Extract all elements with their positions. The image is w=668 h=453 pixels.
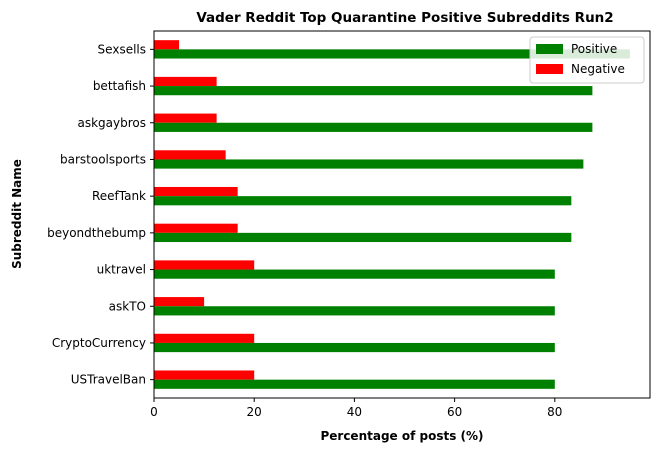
- y-tick-label: uktravel: [97, 263, 146, 277]
- y-tick-label: bettafish: [93, 79, 146, 93]
- legend-swatch-negative: [536, 64, 563, 74]
- y-tick-label: barstoolsports: [60, 152, 146, 166]
- bar-negative-beyondthebump: [154, 223, 238, 233]
- y-tick-label: beyondthebump: [47, 226, 146, 240]
- x-tick-label: 40: [347, 405, 362, 419]
- legend-swatch-positive: [536, 44, 563, 54]
- y-axis-ticks: USTravelBan CryptoCurrency askTO uktravel be…: [47, 42, 154, 387]
- bar-negative-uktravel: [154, 260, 255, 270]
- bar-positive-CryptoCurrency: [154, 342, 555, 353]
- x-tick-label: 80: [547, 405, 562, 419]
- bar-positive-USTravelBan: [154, 379, 555, 389]
- x-tick-label: 60: [447, 405, 462, 419]
- bar-positive-Sexsells: [154, 49, 630, 59]
- legend-label-positive: Positive: [571, 42, 617, 56]
- bar-negative-bettafish: [154, 76, 217, 87]
- bar-positive-ReefTank: [154, 196, 572, 206]
- y-tick-label: askgaybros: [77, 116, 146, 130]
- x-axis-ticks: 0 20 40 60 80: [150, 398, 562, 419]
- bar-positive-barstoolsports: [154, 159, 584, 169]
- x-axis-title: Percentage of posts (%): [320, 429, 483, 443]
- bar-negative-USTravelBan: [154, 370, 255, 380]
- bar-positive-askgaybros: [154, 122, 593, 132]
- bar-positive-askTO: [154, 306, 555, 316]
- y-tick-label: Sexsells: [98, 42, 146, 56]
- plot-frame: [153, 30, 651, 399]
- bar-negative-ReefTank: [154, 186, 238, 197]
- y-tick-label: USTravelBan: [71, 373, 146, 387]
- chart-title: Vader Reddit Top Quarantine Positive Sub…: [196, 10, 613, 26]
- bar-negative-CryptoCurrency: [154, 333, 255, 343]
- bar-positive-bettafish: [154, 86, 593, 96]
- bar-positive-uktravel: [154, 269, 555, 279]
- bar-positive-beyondthebump: [154, 232, 572, 243]
- y-tick-label: CryptoCurrency: [52, 336, 146, 350]
- y-tick-label: ReefTank: [92, 189, 146, 203]
- legend-label-negative: Negative: [571, 62, 625, 76]
- x-tick-label: 20: [247, 405, 262, 419]
- x-tick-label: 0: [150, 405, 158, 419]
- y-axis-title: Subreddit Name: [10, 159, 24, 269]
- bar-negative-askgaybros: [154, 113, 217, 123]
- bar-negative-askTO: [154, 297, 205, 307]
- y-tick-label: askTO: [109, 299, 146, 313]
- legend: Positive Negative: [529, 36, 645, 84]
- bar-negative-barstoolsports: [154, 150, 226, 160]
- bar-negative-Sexsells: [154, 40, 180, 50]
- bars-layer: [154, 40, 630, 389]
